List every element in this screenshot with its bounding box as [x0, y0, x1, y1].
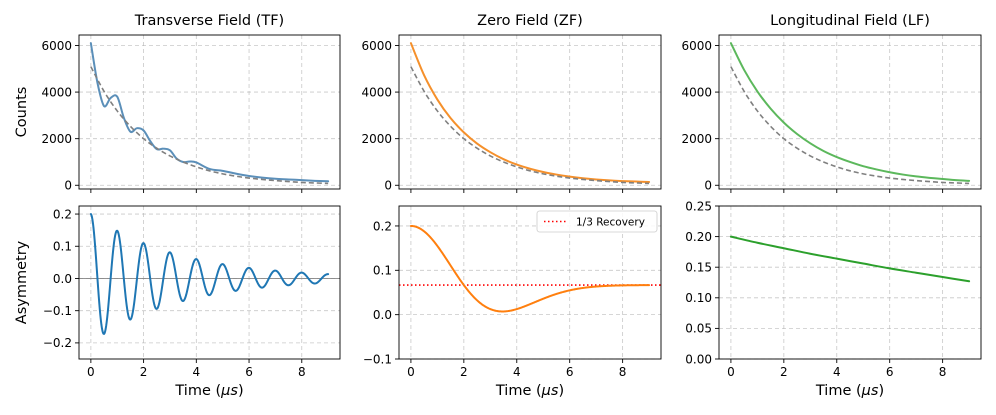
y-tick-label: −0.1 [363, 352, 392, 366]
y-tick-label: 0.1 [373, 264, 392, 278]
subplot-lf_asym: 0 2 4 6 8 0.00 0.05 0.10 0.15 0.20 0.25 Time (μs) [685, 199, 982, 399]
axes-frame [398, 34, 662, 190]
series-line-1 [89, 213, 330, 335]
subplot-title: Zero Field (ZF) [477, 13, 583, 29]
x-tick-label: 8 [939, 365, 947, 379]
subplot-tf_counts: 0 2000 4000 6000 Transverse Field (TF) Counts [14, 13, 341, 193]
axes-frame [78, 34, 341, 190]
y-tick-label: 6000 [681, 39, 712, 53]
x-tick-label: 2 [460, 365, 468, 379]
subplot-zf_counts: 0 2000 4000 6000 Zero Field (ZF) [361, 13, 662, 193]
x-tick-label: 2 [780, 365, 788, 379]
x-tick-label: 8 [298, 365, 306, 379]
x-axis-label: Time (μs) [815, 383, 884, 399]
series-line-2 [730, 66, 970, 185]
series-line-1 [409, 224, 651, 313]
y-tick-label: 2000 [681, 132, 712, 146]
subplot-title: Transverse Field (TF) [134, 13, 284, 29]
series-line-2 [410, 66, 650, 185]
x-axis-label: Time (μs) [174, 383, 243, 399]
y-tick-label: 0.1 [53, 240, 72, 254]
series-line-1 [409, 42, 651, 184]
x-tick-label: 4 [833, 365, 841, 379]
y-tick-label: 0.0 [373, 308, 392, 322]
subplot-lf_counts: 0 2000 4000 6000 Longitudinal Field (LF) [681, 13, 982, 193]
y-tick-label: 0 [64, 179, 72, 193]
x-tick-label: 4 [192, 365, 200, 379]
x-axis-label: Time (μs) [495, 383, 564, 399]
subplot-zf_asym: 0 2 4 6 8 −0.1 0.0 0.1 0.2 Time (μs) 1/3 Recovery [363, 205, 662, 399]
x-tick-label: 6 [886, 365, 894, 379]
y-tick-label: 4000 [361, 85, 392, 99]
x-tick-label: 6 [566, 365, 574, 379]
axes-frame [718, 34, 982, 190]
x-tick-label: 8 [619, 365, 627, 379]
subplot-tf_asym: 0 2 4 6 8 −0.2 −0.1 0.0 0.1 0.2 Asymmetry Time (μs) [14, 205, 341, 399]
y-tick-label: 0 [704, 179, 712, 193]
y-tick-label: 0.25 [685, 199, 712, 213]
y-tick-label: 4000 [681, 85, 712, 99]
x-tick-label: 4 [513, 365, 521, 379]
axes-frame [398, 205, 662, 360]
axes-frame [718, 205, 982, 360]
x-tick-label: 2 [140, 365, 148, 379]
x-tick-label: 0 [87, 365, 95, 379]
y-tick-label: 0.2 [53, 207, 72, 221]
x-tick-label: 0 [727, 365, 735, 379]
legend-label: 1/3 Recovery [576, 216, 645, 228]
y-tick-label: 2000 [41, 132, 72, 146]
y-tick-label: 0.0 [53, 272, 72, 286]
y-tick-label: −0.1 [43, 304, 72, 318]
series-line-2 [90, 66, 329, 185]
y-tick-label: 4000 [41, 85, 72, 99]
y-tick-label: −0.2 [43, 336, 72, 350]
y-axis-label: Counts [14, 87, 30, 138]
legend: 1/3 Recovery [536, 210, 658, 233]
subplot-title: Longitudinal Field (LF) [770, 13, 930, 29]
y-tick-label: 0.00 [685, 352, 712, 366]
y-tick-label: 0.15 [685, 261, 712, 275]
y-tick-label: 0 [384, 179, 392, 193]
y-tick-label: 0.20 [685, 230, 712, 244]
series-line-1 [89, 42, 330, 183]
axes-frame [78, 205, 341, 360]
y-tick-label: 0.2 [373, 219, 392, 233]
series-line-1 [729, 42, 971, 182]
x-tick-label: 0 [407, 365, 415, 379]
y-tick-label: 0.10 [685, 291, 712, 305]
series-line-1 [729, 235, 971, 283]
y-axis-label: Asymmetry [14, 240, 30, 324]
y-tick-label: 0.05 [685, 322, 712, 336]
y-tick-label: 2000 [361, 132, 392, 146]
y-tick-label: 6000 [361, 39, 392, 53]
legend-box [536, 210, 658, 233]
y-tick-label: 6000 [41, 39, 72, 53]
x-tick-label: 6 [245, 365, 253, 379]
